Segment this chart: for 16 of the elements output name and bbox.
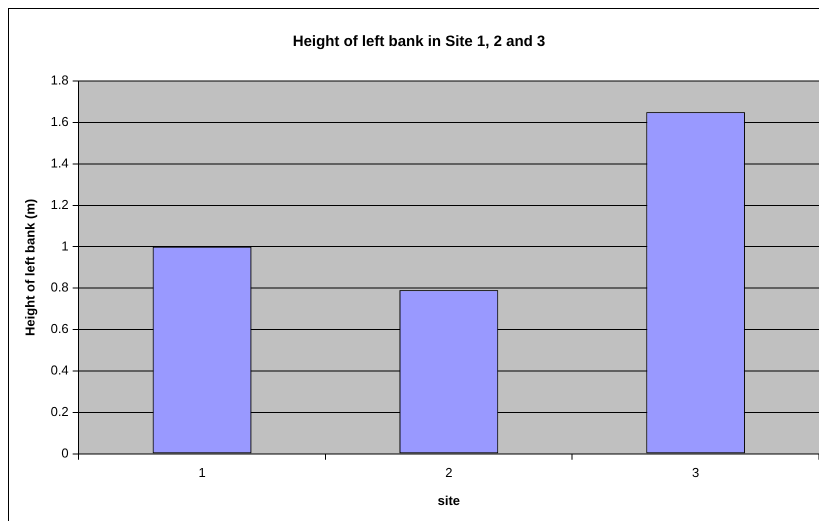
chart-title: Height of left bank in Site 1, 2 and 3 [292, 33, 546, 50]
y-tick-label: 0.6 [50, 321, 69, 336]
x-tick-label: 1 [198, 465, 206, 480]
y-tick-label: 0.8 [50, 280, 69, 295]
y-tick-label: 1.6 [50, 114, 69, 129]
y-tick-label: 1.4 [50, 155, 69, 170]
x-tick-label: 3 [692, 465, 700, 480]
y-tick-label: 0 [61, 445, 69, 460]
x-tick-label: 2 [445, 465, 452, 480]
y-axis-title: Height of left bank (m) [22, 198, 38, 336]
y-tick-label: 1 [61, 238, 69, 254]
y-tick-label: 0.4 [50, 362, 69, 378]
y-tick-label: 0.2 [50, 404, 69, 419]
y-tick-label: 1.8 [50, 72, 69, 88]
y-tick-label: 1.2 [50, 196, 69, 212]
x-axis-title: site [438, 492, 460, 508]
